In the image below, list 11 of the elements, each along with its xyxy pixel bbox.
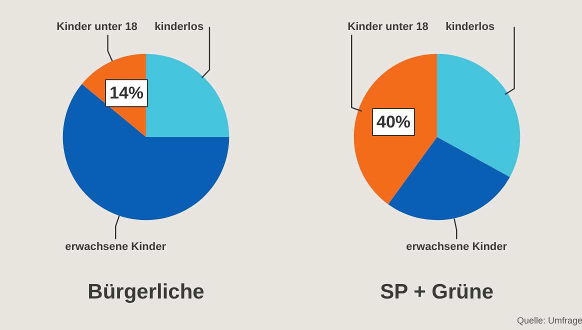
slice-label: kinderlos bbox=[446, 20, 495, 33]
data-label: 14% bbox=[110, 84, 144, 103]
slice-label: kinderlos bbox=[154, 20, 204, 33]
source-note: Quelle: Umfrage bbox=[516, 316, 582, 326]
slice-label: Kinder unter 18 bbox=[56, 20, 138, 33]
text: Bürgerliche bbox=[88, 280, 204, 304]
data-label: 40% bbox=[376, 112, 411, 132]
slice-label: erwachsene Kinder bbox=[65, 241, 167, 254]
slice-label: erwachsene Kinder bbox=[406, 241, 508, 254]
text: SP + Grüne bbox=[380, 280, 494, 304]
slice-label: Kinder unter 18 bbox=[348, 20, 428, 33]
